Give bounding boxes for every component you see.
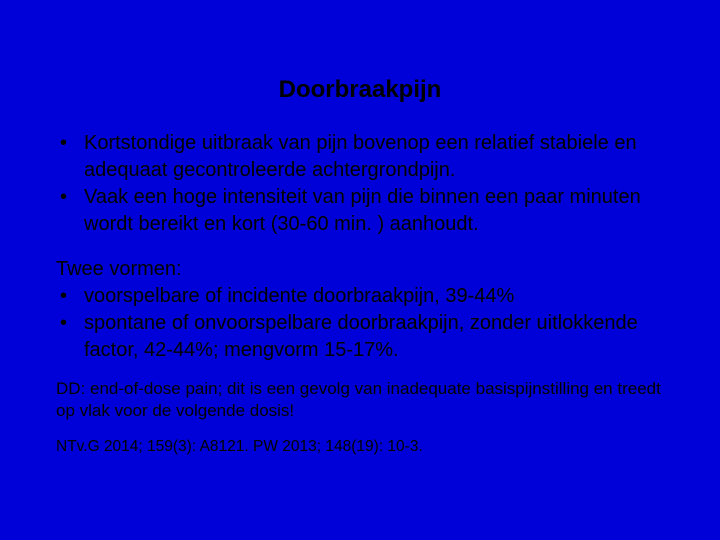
bullet-text: voorspelbare of incidente doorbraakpijn,… (84, 285, 514, 307)
slide: Doorbraakpijn Kortstondige uitbraak van … (0, 0, 720, 540)
bullet-item: Vaak een hoge intensiteit van pijn die b… (56, 184, 672, 238)
bullet-item: spontane of onvoorspelbare doorbraakpijn… (56, 310, 672, 364)
dd-note: DD: end-of-dose pain; dit is een gevolg … (56, 378, 672, 423)
bullet-item: voorspelbare of incidente doorbraakpijn,… (56, 283, 672, 310)
bullet-list-2: voorspelbare of incidente doorbraakpijn,… (56, 283, 672, 364)
slide-title: Doorbraakpijn (0, 0, 720, 130)
bullet-text: Kortstondige uitbraak van pijn bovenop e… (84, 132, 637, 181)
references: NTv.G 2014; 159(3): A8121. PW 2013; 148(… (56, 437, 672, 458)
bullet-text: Vaak een hoge intensiteit van pijn die b… (84, 186, 641, 235)
spacer (56, 238, 672, 256)
slide-body: Kortstondige uitbraak van pijn bovenop e… (0, 130, 720, 458)
bullet-list-1: Kortstondige uitbraak van pijn bovenop e… (56, 130, 672, 238)
bullet-item: Kortstondige uitbraak van pijn bovenop e… (56, 130, 672, 184)
bullet-text: spontane of onvoorspelbare doorbraakpijn… (84, 312, 638, 361)
subheading: Twee vormen: (56, 256, 672, 283)
